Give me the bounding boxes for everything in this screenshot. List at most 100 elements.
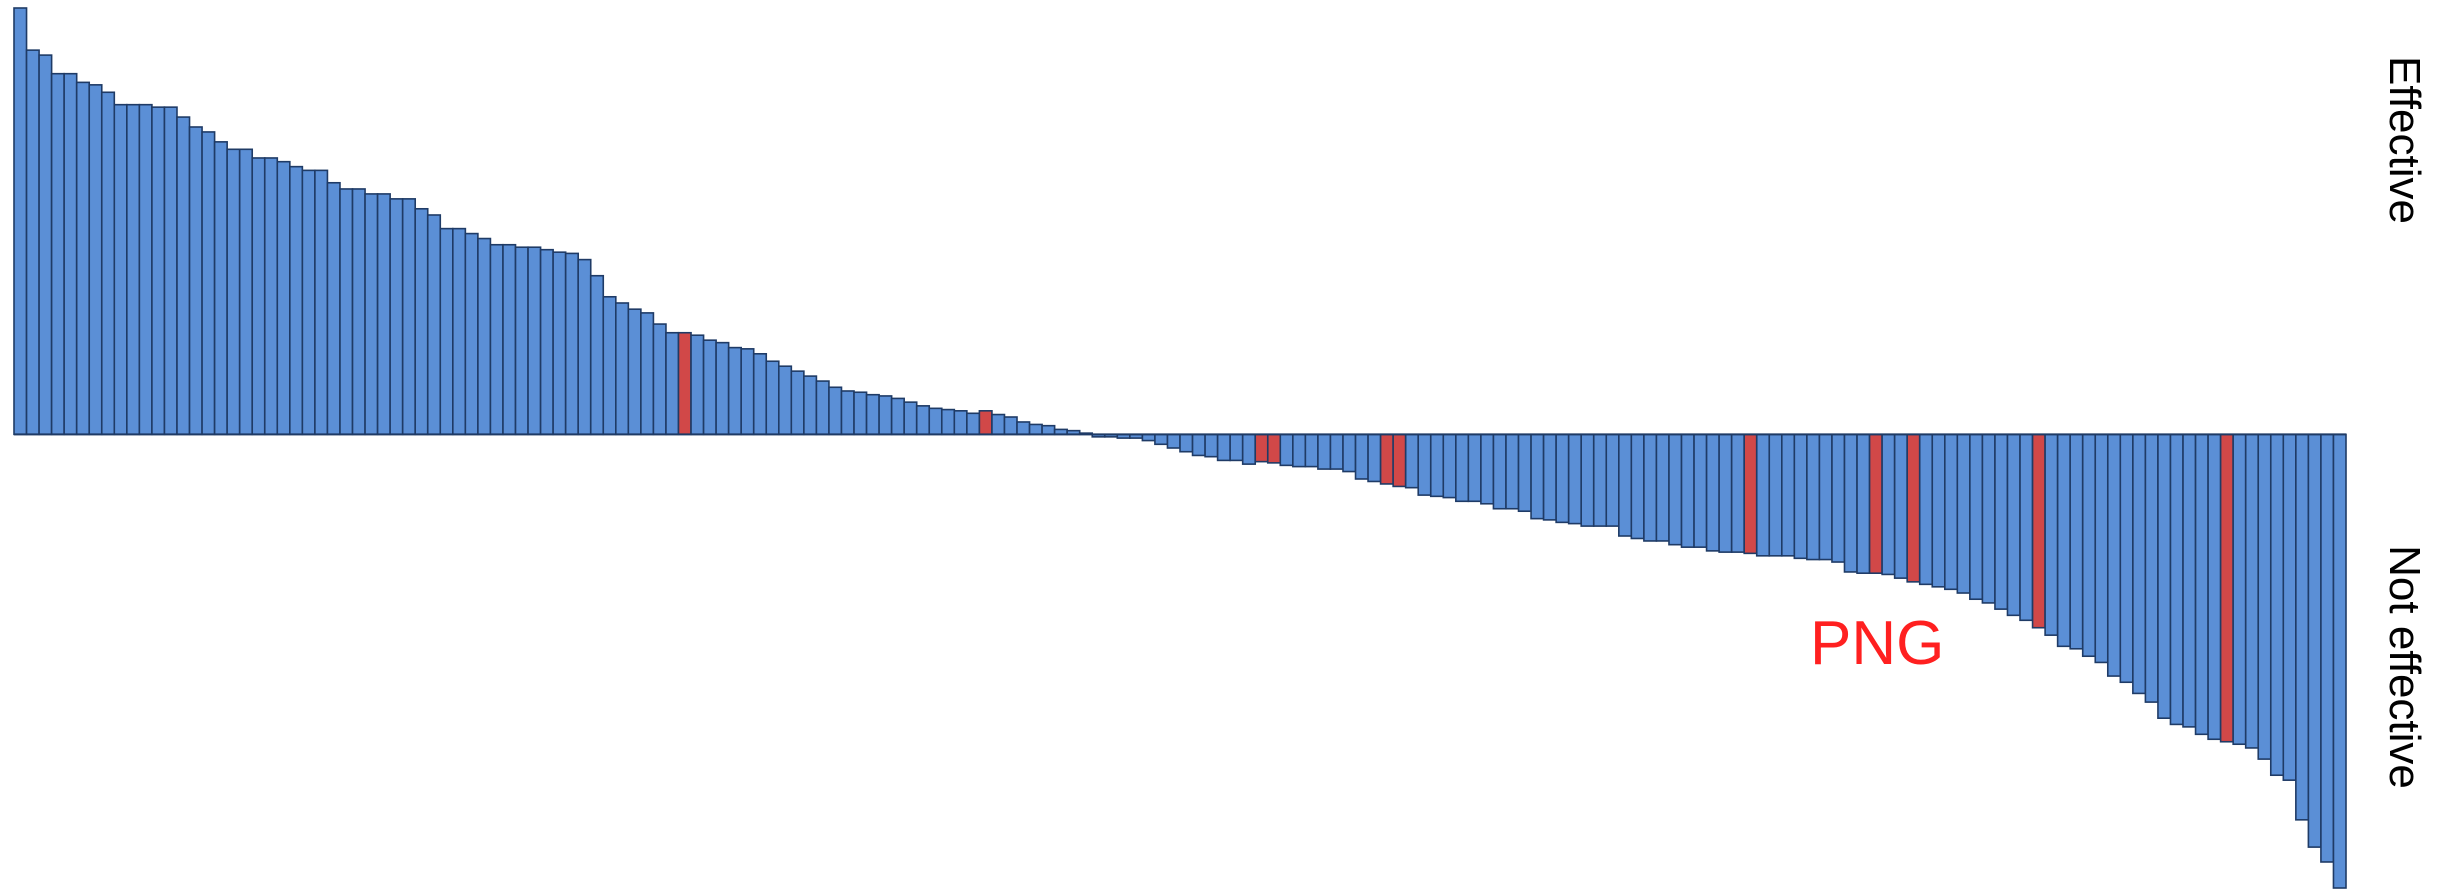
bar xyxy=(2269,433,2285,777)
bar xyxy=(1003,416,1018,436)
bar xyxy=(1705,433,1720,552)
bar xyxy=(75,81,91,436)
bar xyxy=(953,410,968,436)
bar xyxy=(890,397,905,436)
bar xyxy=(840,390,855,436)
bar xyxy=(1793,433,1808,560)
bar xyxy=(1730,433,1746,553)
bar xyxy=(2307,433,2322,848)
bar xyxy=(301,169,316,436)
bar xyxy=(2132,433,2147,695)
bar xyxy=(828,386,843,436)
bar xyxy=(1655,433,1670,542)
bar xyxy=(514,246,529,436)
bar xyxy=(1317,433,1332,470)
bar xyxy=(439,227,454,436)
bar xyxy=(126,103,141,436)
bar xyxy=(502,243,517,436)
bar xyxy=(1931,433,1946,588)
bar xyxy=(1969,433,1984,601)
bar xyxy=(1442,433,1457,499)
bar xyxy=(1429,433,1445,498)
bar xyxy=(1279,433,1294,467)
not-effective-label: Not effective xyxy=(2380,545,2429,789)
bar xyxy=(915,405,931,436)
bar xyxy=(702,339,717,436)
bar xyxy=(2044,433,2059,636)
bar xyxy=(1781,433,1796,557)
bar xyxy=(2157,433,2172,719)
bar xyxy=(238,148,254,436)
bar xyxy=(1191,433,1206,457)
bar xyxy=(2144,433,2159,703)
bar xyxy=(1367,433,1382,483)
bar xyxy=(2257,433,2272,760)
bar xyxy=(615,302,630,436)
bar xyxy=(2194,433,2209,736)
bar xyxy=(251,157,266,436)
bar xyxy=(940,408,956,436)
bar xyxy=(1806,433,1821,561)
bar xyxy=(777,365,793,436)
bar xyxy=(690,334,705,436)
bar xyxy=(1592,433,1608,527)
bar xyxy=(803,375,818,436)
bar xyxy=(1241,433,1257,465)
bar xyxy=(426,214,442,436)
bar xyxy=(1028,423,1043,436)
bar xyxy=(1329,433,1344,470)
bar xyxy=(25,49,40,436)
bar xyxy=(1831,433,1846,563)
bar xyxy=(640,312,655,436)
bar xyxy=(527,246,542,436)
bar xyxy=(2244,433,2260,749)
bar xyxy=(151,106,166,436)
bar xyxy=(2019,433,2034,622)
bar xyxy=(1818,433,1833,561)
bar xyxy=(2094,433,2109,664)
bar xyxy=(564,252,579,436)
bar xyxy=(2232,433,2247,746)
bar xyxy=(552,251,567,436)
bar xyxy=(2295,433,2310,821)
bar xyxy=(1580,433,1595,527)
bar xyxy=(113,103,128,436)
bar xyxy=(2207,433,2222,741)
bar xyxy=(1304,433,1319,468)
bar xyxy=(1530,433,1545,520)
bar xyxy=(1718,433,1733,553)
bar xyxy=(1292,433,1307,468)
bar-highlighted xyxy=(1743,433,1758,555)
bar xyxy=(1893,433,1908,579)
bar xyxy=(364,193,379,436)
bar xyxy=(853,391,868,436)
bar xyxy=(339,188,354,436)
bar xyxy=(226,148,241,436)
bar xyxy=(201,131,216,436)
bar xyxy=(1693,433,1708,548)
bar xyxy=(2119,433,2134,684)
bar-highlighted xyxy=(1254,433,1269,463)
bar xyxy=(1643,433,1658,542)
bar xyxy=(1404,433,1420,489)
bar xyxy=(1755,433,1771,557)
bar xyxy=(464,232,479,436)
bar xyxy=(276,160,291,436)
bar xyxy=(1016,421,1031,436)
bar xyxy=(351,188,366,436)
bar xyxy=(1668,433,1683,546)
bar xyxy=(314,169,329,436)
bar xyxy=(2069,433,2084,650)
bar xyxy=(176,116,191,436)
bar xyxy=(1166,433,1181,449)
bar xyxy=(1605,433,1620,527)
bar-highlighted xyxy=(1868,433,1883,574)
bar xyxy=(477,237,492,436)
bar xyxy=(2169,433,2184,726)
bar xyxy=(928,407,943,436)
bar xyxy=(138,103,153,436)
bar xyxy=(539,248,554,436)
bar xyxy=(1567,433,1583,525)
bar xyxy=(1768,433,1783,557)
bar xyxy=(1944,433,1959,591)
